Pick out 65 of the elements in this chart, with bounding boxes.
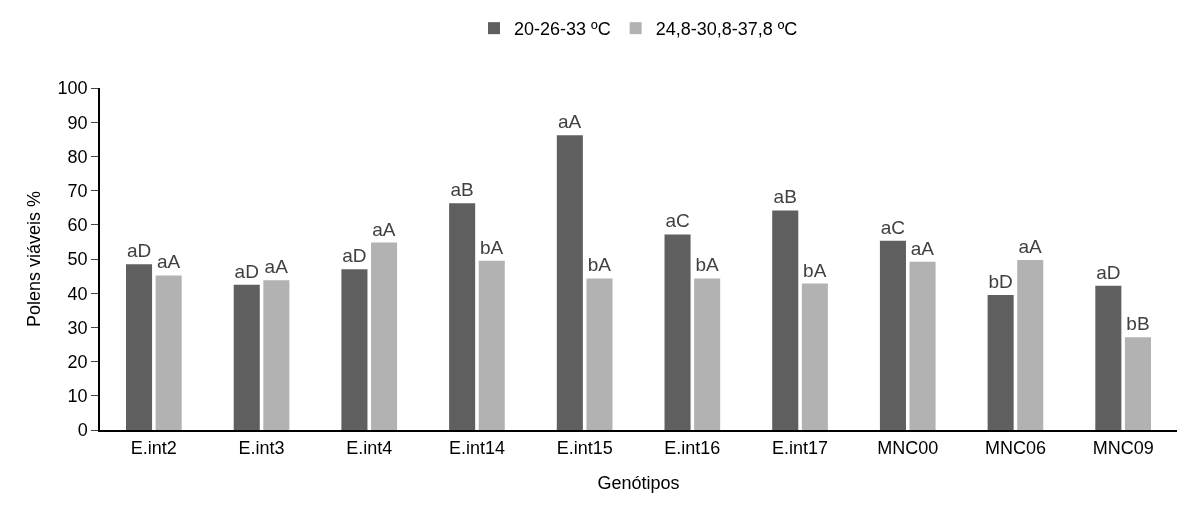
data-label: aA [156, 251, 181, 273]
bar [556, 135, 583, 430]
bar [263, 280, 290, 430]
y-tick-label: 100 [57, 78, 88, 99]
bar [909, 261, 936, 430]
x-tick-label: MNC09 [1092, 437, 1154, 458]
data-label: aC [665, 210, 690, 232]
x-tick-label: MNC06 [984, 437, 1046, 458]
bar [126, 264, 153, 430]
bar [1017, 260, 1044, 430]
data-label: bA [803, 259, 827, 281]
y-tick-label: 20 [67, 351, 88, 372]
y-tick-label: 30 [67, 317, 88, 338]
y-tick-label: 70 [67, 180, 88, 201]
y-axis-title: Polens viáveis % [24, 190, 45, 328]
y-tick-label: 40 [67, 283, 88, 304]
data-label: bD [988, 270, 1013, 292]
y-tick-label: 0 [77, 420, 88, 441]
data-label: bA [695, 254, 719, 276]
bar [694, 278, 721, 430]
y-tick-label: 10 [67, 386, 88, 407]
x-tick-label: E.int15 [556, 437, 613, 458]
bar [449, 203, 476, 430]
x-tick-label: E.int2 [130, 437, 177, 458]
y-tick-label: 60 [67, 215, 88, 236]
bar [987, 294, 1014, 430]
y-tick-label: 90 [67, 112, 88, 133]
x-axis-title: Genótipos [597, 473, 680, 494]
bar [155, 275, 182, 430]
bar [341, 269, 368, 430]
bar [371, 242, 398, 430]
x-tick-label: MNC00 [877, 437, 939, 458]
bar [586, 278, 613, 430]
x-tick-label: E.int17 [772, 437, 829, 458]
bar [664, 234, 691, 430]
bar [1095, 285, 1122, 430]
data-label: bA [479, 236, 504, 258]
x-tick-label: E.int16 [664, 437, 721, 458]
data-label: aA [372, 218, 396, 240]
data-label: aD [234, 260, 259, 282]
x-tick-label: E.int3 [238, 437, 285, 458]
y-tick-label: 50 [67, 249, 88, 270]
data-label: aA [558, 111, 582, 133]
x-tick-label: E.int14 [448, 437, 505, 458]
bar [478, 260, 505, 430]
bar [1124, 337, 1151, 430]
bar [801, 283, 828, 430]
legend-label: 20-26-33 ºC [514, 19, 611, 40]
data-label: aA [264, 256, 289, 278]
y-tick-label: 80 [67, 146, 88, 167]
data-label: aA [1018, 236, 1043, 258]
bar [879, 240, 906, 430]
x-tick-label: E.int4 [346, 437, 393, 458]
data-label: aD [342, 245, 367, 267]
data-label: aA [910, 237, 935, 259]
data-label: aB [773, 186, 797, 208]
bar [233, 284, 260, 430]
data-label: bA [587, 254, 612, 276]
data-label: aC [880, 216, 906, 238]
data-label: aD [1096, 261, 1121, 283]
data-label: aD [126, 240, 152, 262]
legend-label: 24,8-30,8-37,8 ºC [655, 19, 798, 40]
data-label: aB [450, 179, 474, 201]
bar [772, 210, 799, 430]
data-label: bB [1126, 313, 1150, 335]
